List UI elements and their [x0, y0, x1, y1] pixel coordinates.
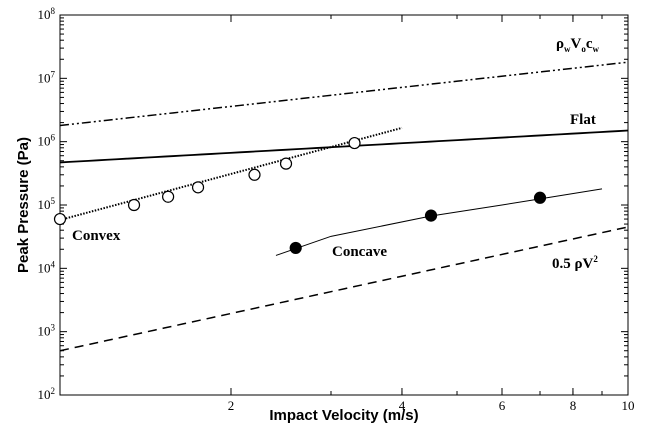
y-tick-labels: 102 103 104 105 106 107 108 [38, 6, 56, 402]
data-point-convex [279, 157, 293, 170]
x-tick-label: 8 [570, 398, 577, 413]
series-label-flat: Flat [570, 112, 596, 128]
x-axis-title: Impact Velocity (m/s) [269, 407, 418, 424]
series-label-wvocw: ρwVocw [556, 36, 600, 54]
data-point-concave [533, 191, 547, 204]
y-axis-title: Peak Pressure (Pa) [15, 137, 32, 273]
series-markers [53, 136, 547, 255]
y-tick-label: 106 [38, 133, 56, 149]
series-line-flat [59, 129, 629, 164]
series-label-concave: Concave [332, 244, 387, 260]
series-label-convex: Convex [72, 228, 121, 244]
data-point-convex [348, 136, 361, 150]
series-line-concave [275, 188, 603, 256]
series-line-0-5-v2 [59, 226, 629, 352]
data-point-concave [424, 209, 438, 222]
x-tick-label: 2 [228, 398, 235, 413]
y-tick-label: 102 [38, 386, 56, 402]
series-line-convex [59, 126, 403, 221]
series-labels: ρwVocw Flat Convex Concave 0.5 ρV2 [72, 36, 600, 272]
x-tick-label: 10 [622, 398, 635, 413]
data-point-convex [191, 181, 205, 194]
y-tick-label: 105 [38, 196, 56, 212]
data-point-convex [127, 198, 141, 212]
series-lines [59, 61, 629, 352]
series-label-0-5-v2: 0.5 ρV2 [552, 254, 598, 272]
y-tick-label: 108 [38, 6, 56, 22]
data-point-convex [248, 168, 261, 181]
y-tick-label: 107 [38, 69, 56, 85]
x-tick-labels: 2 4 6 8 10 [228, 398, 635, 413]
x-tick-label: 4 [399, 398, 406, 413]
data-point-convex [162, 190, 175, 203]
data-point-concave [289, 241, 302, 255]
data-point-convex [53, 212, 67, 226]
y-tick-label: 104 [38, 259, 56, 275]
x-tick-label: 6 [499, 398, 506, 413]
y-tick-label: 103 [38, 323, 56, 339]
series-line-wvocw [59, 61, 629, 127]
major-ticks [60, 14, 629, 396]
